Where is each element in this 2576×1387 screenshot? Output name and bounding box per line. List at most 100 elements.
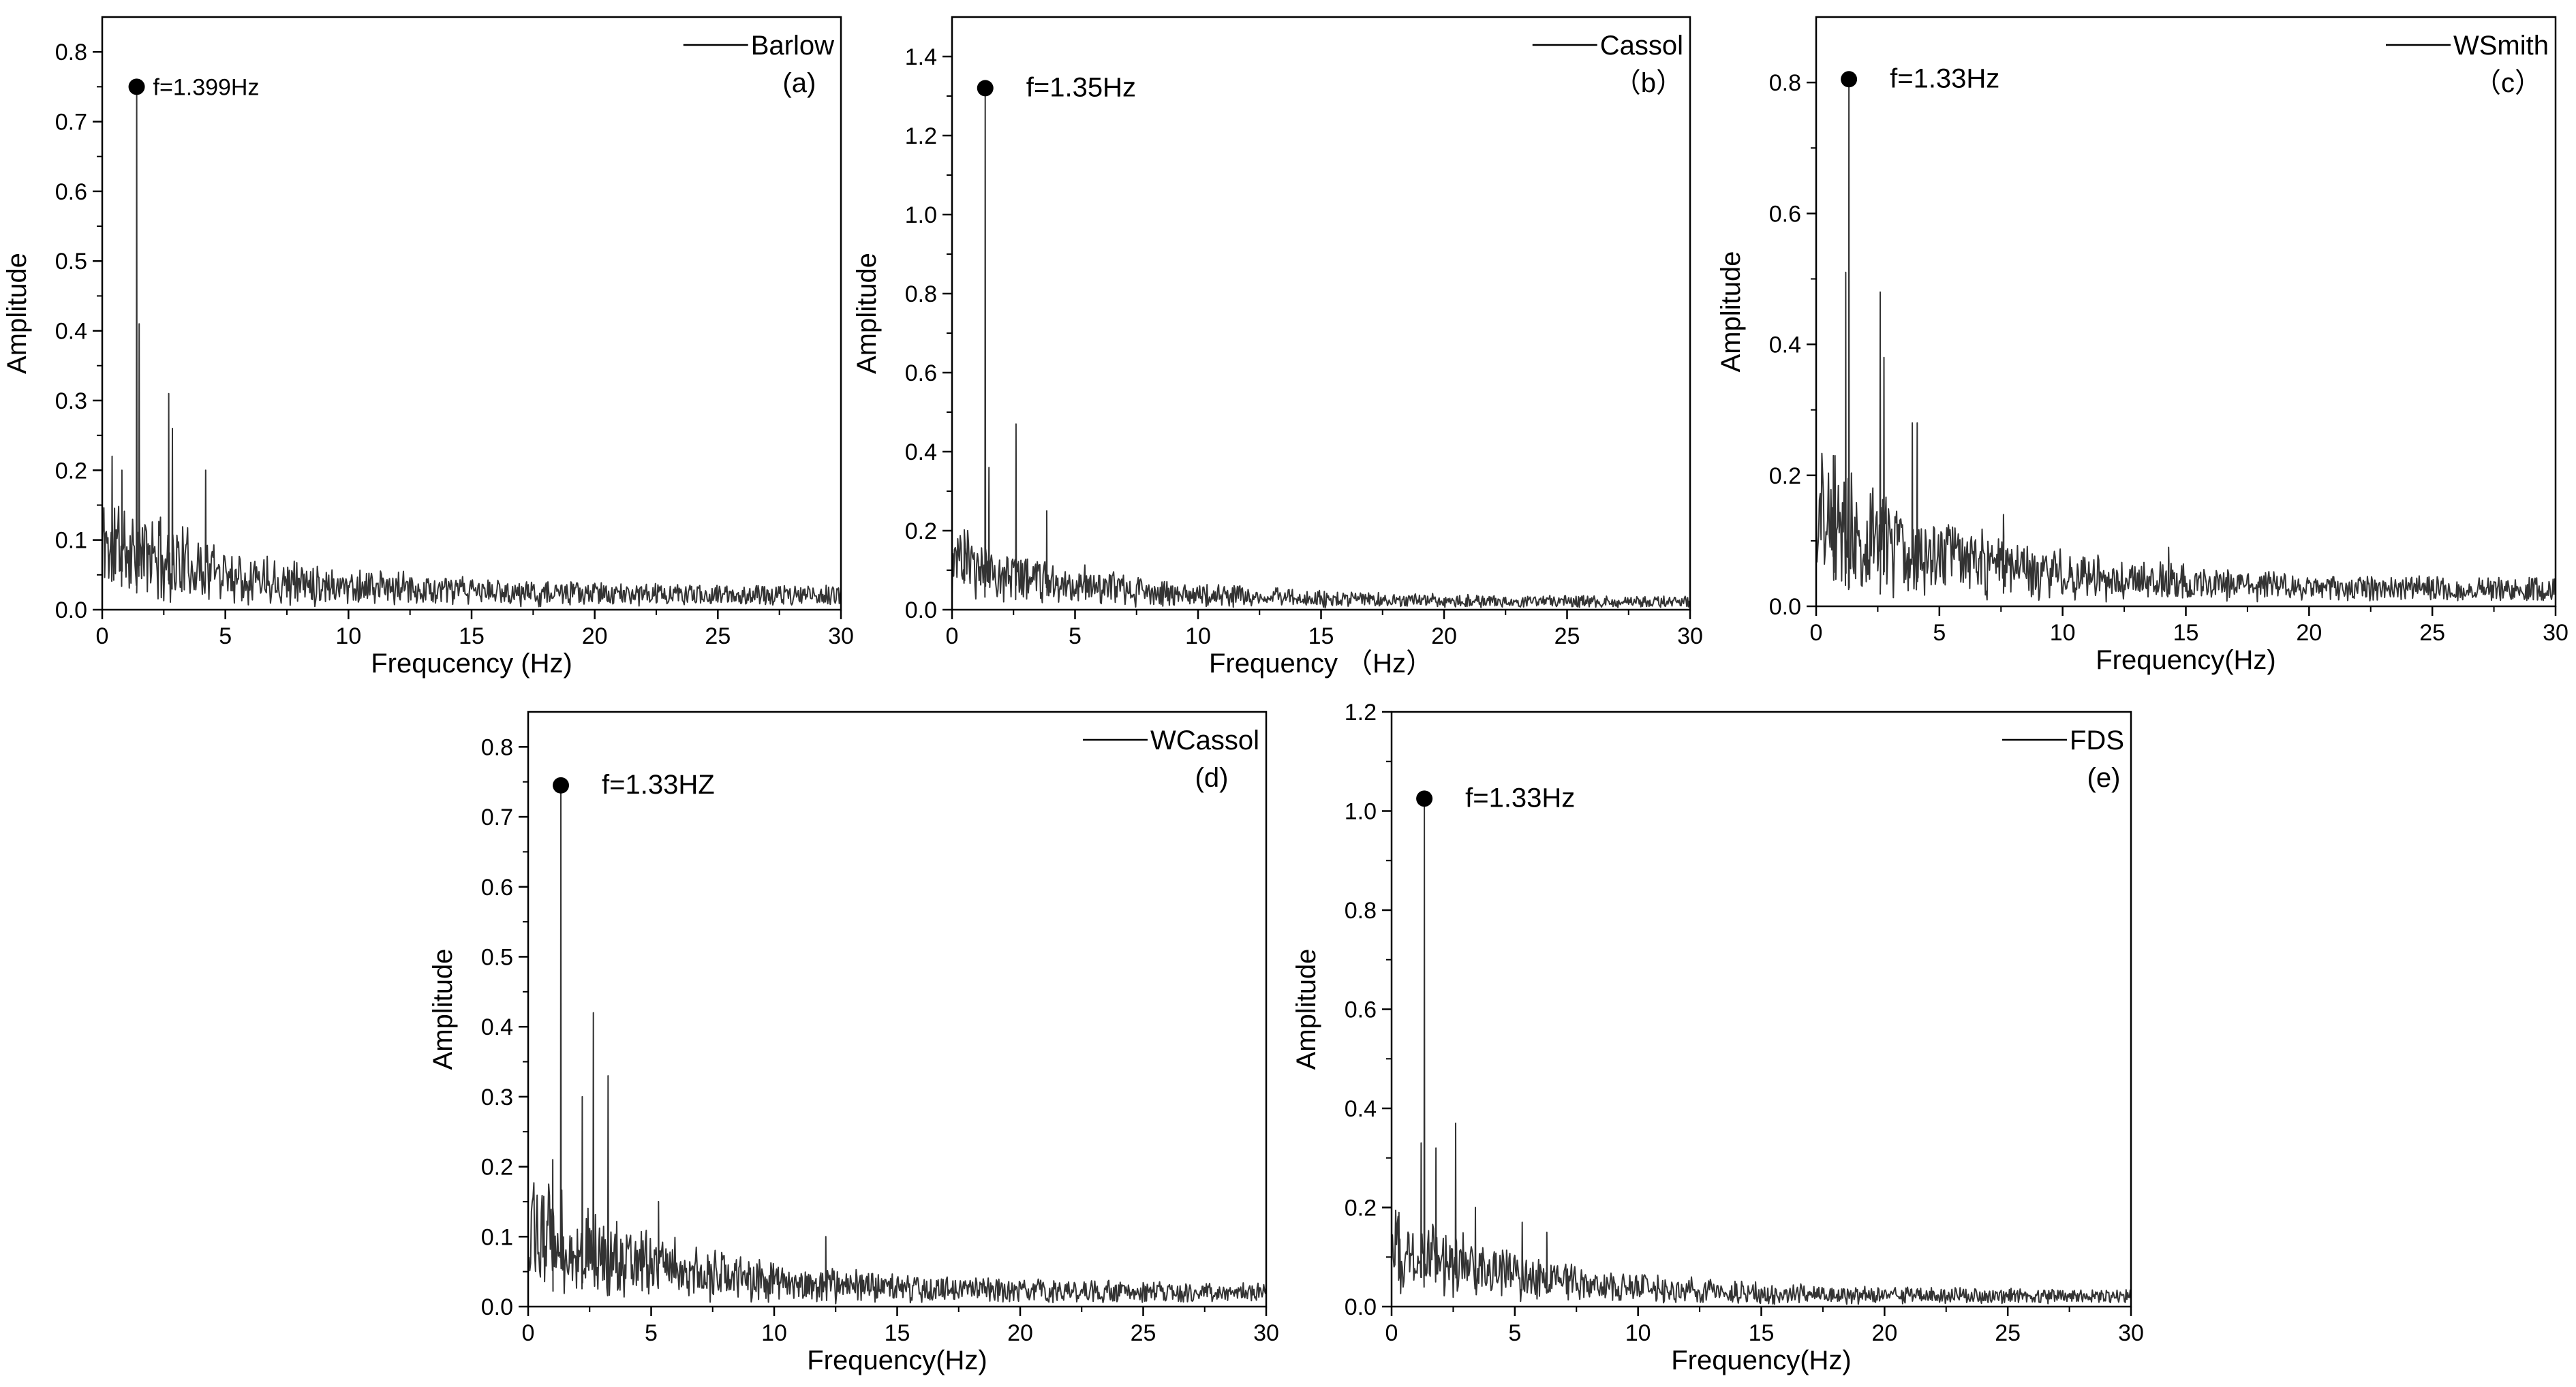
x-axis-title: Frequency(Hz) [2096,645,2276,675]
y-tick-label: 0.8 [481,734,513,760]
panel-c: 0 5 10 15 20 25 30 0.0 0.2 0.4 0.6 0.8 Frequency(Hz)… [1716,16,2569,675]
x-axis-title: Frequcency (Hz) [371,649,572,679]
y-tick-label: 0.8 [1345,898,1377,924]
x-tick-label: 20 [1431,623,1457,649]
peak-label: f=1.33Hz [1890,63,1999,93]
x-axis-title: Frequency(Hz) [1671,1345,1852,1375]
series-line-FDS [1391,798,2132,1305]
y-tick-label: 0.8 [905,281,937,307]
x-tick-label: 10 [2050,620,2076,646]
x-tick-label: 0 [1810,620,1823,646]
y-tick-label: 0.0 [55,597,87,623]
y-tick-label: 0.2 [481,1155,513,1181]
peak-label: f=1.35Hz [1026,72,1136,102]
panel-d: 0 5 10 15 20 25 30 0.0 0.1 0.2 0.3 0.4 0.5 0.6 0.7 0.8 F… [428,711,1279,1375]
peak-marker [1841,71,1858,88]
y-tick-label: 1.0 [905,202,937,228]
x-tick-label: 30 [1677,623,1703,649]
y-tick-label: 0.0 [1345,1294,1377,1320]
series-line-Barlow [102,86,842,608]
x-tick-label: 10 [1185,623,1211,649]
peak-label: f=1.399Hz [153,74,260,100]
y-tick-label: 1.2 [1345,700,1377,726]
x-tick-label: 25 [1554,623,1580,649]
legend: WCassol (d) [1082,726,1259,793]
x-tick-label: 15 [459,623,485,649]
y-axis-title: Amplitude [2,253,32,374]
panel-a: 0 5 10 15 20 25 30 0.0 0.1 0.2 0.3 0.4 0.5 0.6 0.7 0.8 F… [2,16,854,679]
y-tick-label: 0.0 [481,1294,513,1320]
x-tick-label: 20 [1871,1320,1897,1346]
x-axis-title: Frequency （Hz） [1209,649,1433,679]
peak-marker [1416,790,1433,807]
panel-label: （b） [1614,68,1683,98]
legend: FDS (e) [2002,726,2124,793]
x-tick-label: 5 [1508,1320,1521,1346]
x-tick-label: 20 [582,623,608,649]
y-tick-label: 0.0 [905,597,937,623]
peak-label: f=1.33Hz [1465,783,1575,813]
y-axis-title: Amplitude [1291,949,1321,1070]
x-tick-label: 20 [2296,620,2322,646]
legend-label: FDS [2070,726,2124,755]
y-tick-label: 0.6 [55,179,87,205]
plot-frame [527,711,1268,1308]
series-line-WSmith [1815,78,2556,603]
y-tick-label: 0.5 [55,249,87,275]
y-axis-title: Amplitude [1716,251,1746,373]
x-tick-label: 0 [96,623,109,649]
y-tick-label: 0.8 [55,40,87,65]
y-tick-label: 0.4 [481,1014,513,1040]
y-axis-title: Amplitude [852,253,882,374]
x-tick-label: 20 [1007,1320,1033,1346]
peak-marker [128,78,145,95]
y-tick-label: 0.3 [55,388,87,414]
y-tick-label: 0.2 [1345,1196,1377,1221]
x-tick-label: 25 [705,623,731,649]
x-tick-label: 10 [1625,1320,1651,1346]
x-tick-label: 5 [1069,623,1082,649]
x-tick-label: 0 [946,623,959,649]
y-tick-label: 0.6 [481,875,513,901]
legend-label: WSmith [2453,31,2549,61]
legend-label: Cassol [1600,31,1683,61]
y-tick-label: 0.4 [905,439,937,465]
panel-label: (e) [2087,763,2121,793]
series-line-WCassol [527,784,1267,1305]
y-tick-label: 0.1 [481,1224,513,1250]
legend-label: Barlow [751,31,834,61]
x-tick-label: 25 [2419,620,2445,646]
x-tick-label: 15 [2173,620,2199,646]
y-tick-label: 0.6 [1769,201,1801,227]
y-tick-label: 0.7 [481,805,513,830]
y-tick-label: 0.7 [55,110,87,136]
y-tick-label: 0.4 [1345,1096,1377,1122]
y-tick-label: 0.5 [481,944,513,970]
y-tick-label: 0.0 [1769,594,1801,620]
legend: Cassol （b） [1532,31,1683,98]
panel-b: 0 5 10 15 20 25 30 0.0 0.2 0.4 0.6 0.8 1.0 1.2 1.4 Freq… [852,16,1703,679]
legend-label: WCassol [1150,726,1259,755]
peak-marker [553,777,570,794]
x-tick-label: 0 [522,1320,535,1346]
plot-frame [951,16,1691,611]
y-tick-label: 0.1 [55,528,87,554]
y-tick-label: 1.4 [905,44,937,70]
y-tick-label: 0.2 [1769,463,1801,489]
y-tick-label: 0.6 [1345,997,1377,1023]
x-tick-label: 30 [828,623,854,649]
y-tick-label: 0.2 [55,458,87,484]
legend: Barlow (a) [683,31,834,98]
legend: WSmith （c） [2386,31,2549,98]
x-tick-label: 10 [761,1320,787,1346]
peak-label: f=1.33HZ [602,770,715,800]
panel-label: (a) [782,68,816,98]
y-tick-label: 0.3 [481,1085,513,1110]
series-line-Cassol [951,87,1691,609]
x-tick-label: 25 [1995,1320,2021,1346]
x-tick-label: 30 [1253,1320,1279,1346]
y-tick-label: 0.4 [1769,332,1801,358]
y-axis-title: Amplitude [428,949,458,1070]
y-tick-label: 0.2 [905,518,937,544]
